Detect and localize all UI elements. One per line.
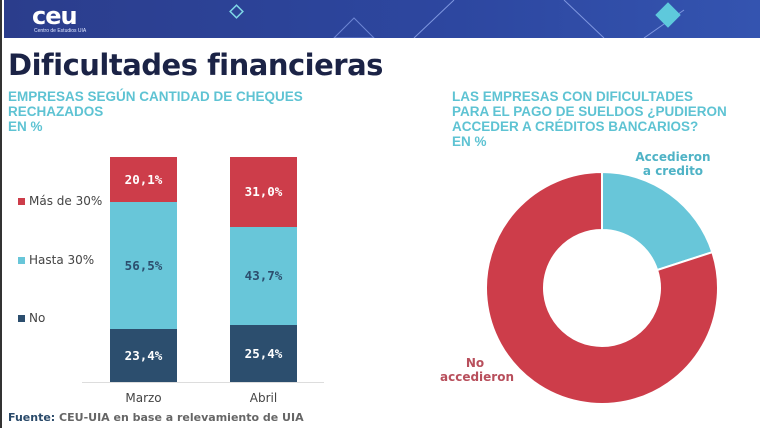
logo-subtitle: Centro de Estudios UIA [34,28,87,34]
legend-item-mas-de-30: Más de 30% [18,194,102,208]
legend-swatch [18,257,25,264]
legend-label: Hasta 30% [29,253,95,267]
donut-chart-subtitle: LAS EMPRESAS CON DIFICULTADES PARA EL PA… [452,89,727,149]
donut-label-accedieron: Accedieron a credito [635,150,711,178]
source-note: Fuente: CEU-UIA en base a relevamiento d… [8,411,304,424]
donut-label-no-accedieron: No accedieron [440,356,515,384]
bar-segment-marzo-no: 23,4% [110,329,177,382]
bar-segment-marzo-hasta-30-: 56,5% [110,202,177,330]
data-label: 56,5% [124,258,163,274]
legend-item-hasta-30: Hasta 30% [18,253,94,267]
header-banner: ceu Centro de Estudios UIA [4,0,760,38]
subtitle-line: PARA EL PAGO DE SUELDOS ¿PUDIERON [452,104,727,119]
x-tick-label: Marzo [125,391,162,405]
subtitle-line: LAS EMPRESAS CON DIFICULTADES [452,89,694,104]
bar-chart-subtitle: EMPRESAS SEGÚN CANTIDAD DE CHEQUES RECHA… [8,89,303,134]
page-title: Dificultades financieras [8,48,383,82]
legend-label: Más de 30% [29,194,103,208]
data-label: 25,4% [244,345,283,361]
legend-swatch [18,315,25,322]
ceu-logo: ceu [32,2,78,30]
data-label: 31,0% [244,184,283,200]
bar-segment-abril-no: 25,4% [230,324,297,382]
bar-segment-marzo-m-s-de-30-: 20,1% [110,157,177,203]
subtitle-line: EN % [452,134,487,149]
legend-label: No [29,311,46,325]
banner-decoration [229,0,685,38]
data-label: 23,4% [124,348,163,364]
donut-slice-no-accedieron [485,170,719,405]
subtitle-line: EN % [8,119,43,134]
x-tick-label: Abril [249,391,278,405]
legend-swatch [18,198,25,205]
donut-slice-accedieron-a-credito [601,170,714,272]
subtitle-line: RECHAZADOS [8,104,104,119]
x-axis-line [82,382,324,383]
data-label: 43,7% [244,268,283,284]
source-label: Fuente: [8,411,56,424]
source-text: CEU-UIA en base a relevamiento de UIA [55,411,304,424]
subtitle-line: ACCEDER A CRÉDITOS BANCARIOS? [452,119,699,134]
legend-item-no: No [18,311,45,325]
bar-segment-abril-hasta-30-: 43,7% [230,226,297,325]
bar-segment-abril-m-s-de-30-: 31,0% [230,156,297,227]
data-label: 20,1% [124,172,163,188]
subtitle-line: EMPRESAS SEGÚN CANTIDAD DE CHEQUES [8,89,303,104]
